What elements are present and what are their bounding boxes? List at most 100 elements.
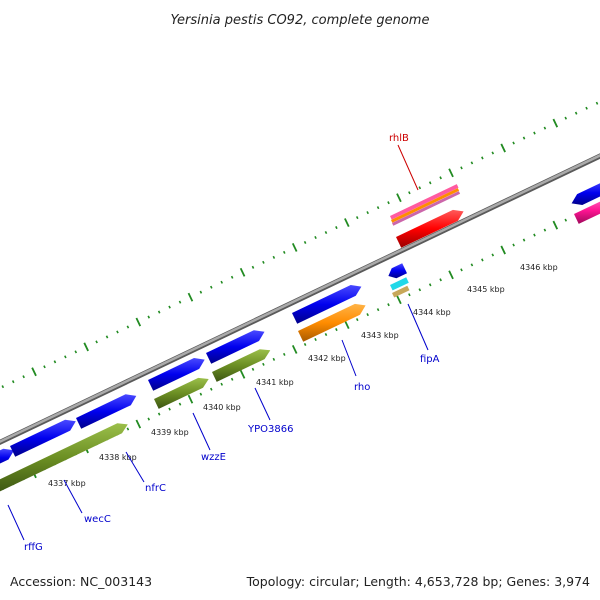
inner-tick <box>324 333 328 337</box>
outer-tick <box>533 131 536 135</box>
inner-tick <box>428 283 432 287</box>
gene-wecC-arrow <box>10 419 76 457</box>
outer-tick <box>220 280 224 284</box>
inner-tick <box>220 382 224 386</box>
gene-marker-tan <box>392 285 410 298</box>
leader-wzzE <box>192 412 211 451</box>
outer-tick-ring <box>1 101 599 389</box>
outer-tick <box>522 136 526 140</box>
outer-tick <box>585 106 588 110</box>
outer-tick <box>105 335 109 339</box>
tick-label-4345: 4345 kbp <box>467 285 505 294</box>
inner-tick <box>272 357 276 361</box>
outer-tick <box>376 206 380 210</box>
backbone-highlight <box>0 154 600 444</box>
gene-marker-cyan <box>390 277 409 291</box>
gene-rhlB-violet-band <box>392 191 461 226</box>
outer-tick <box>552 118 559 128</box>
outer-tick <box>74 350 78 354</box>
gene-green-right <box>212 349 271 382</box>
outer-tick <box>418 186 422 190</box>
inner-tick <box>344 320 350 330</box>
outer-tick <box>262 260 265 264</box>
inner-tick <box>303 342 307 346</box>
inner-tick <box>291 344 298 354</box>
gene-features <box>0 183 600 492</box>
outer-tick <box>135 317 142 327</box>
outer-tick <box>387 201 390 205</box>
inner-tick <box>239 369 246 379</box>
gene-YPO3866-arrow <box>206 330 265 364</box>
outer-tick <box>470 161 474 165</box>
outer-tick <box>178 300 182 304</box>
inner-tick <box>448 270 454 280</box>
outer-tick <box>31 367 37 377</box>
tick-label-4338: 4338 kbp <box>99 453 137 462</box>
inner-tick <box>147 417 151 421</box>
outer-tick <box>282 250 286 254</box>
tick-label-4340: 4340 kbp <box>203 403 241 412</box>
inner-tick <box>262 362 265 366</box>
kbp-scale: 4337 kbp 4338 kbp 4339 kbp 4340 kbp 4341… <box>48 263 558 488</box>
gene-green-long <box>0 423 128 492</box>
gene-rhlB-pink-band <box>390 184 459 220</box>
inner-tick <box>439 278 442 282</box>
outer-tick <box>408 191 411 195</box>
outer-tick <box>157 310 161 314</box>
inner-tick <box>199 392 203 396</box>
tick-label-4337: 4337 kbp <box>48 479 86 488</box>
outer-tick <box>355 216 359 220</box>
outer-tick <box>574 111 578 115</box>
gene-rhlB-arrow <box>396 209 464 248</box>
gene-label-wecC: wecC <box>84 514 111 525</box>
tick-label-4342: 4342 kbp <box>308 354 346 363</box>
tick-label-4341: 4341 kbp <box>256 378 294 387</box>
outer-tick <box>512 141 515 145</box>
inner-tick <box>491 253 495 257</box>
inner-tick <box>314 337 317 342</box>
inner-tick <box>543 228 547 232</box>
inner-tick <box>168 407 171 411</box>
outer-tick <box>481 156 484 160</box>
outer-tick <box>324 231 328 235</box>
outer-tick <box>439 176 442 180</box>
gene-rffG-arrow <box>0 448 15 464</box>
gene-rho-orange <box>298 303 366 342</box>
leader-rhlB <box>397 144 419 191</box>
leader-YPO3866 <box>254 387 271 421</box>
outer-tick <box>230 275 234 279</box>
leader-fipA <box>407 303 429 351</box>
inner-tick <box>460 268 463 272</box>
outer-tick <box>116 330 119 334</box>
inner-tick <box>533 233 536 237</box>
tick-label-4343: 4343 kbp <box>361 331 399 340</box>
inner-tick <box>481 258 484 262</box>
outer-tick <box>335 226 338 230</box>
inner-tick <box>335 328 338 332</box>
outer-tick <box>272 255 276 259</box>
leader-wecC <box>63 479 83 514</box>
inner-tick <box>376 308 380 312</box>
tick-label-4339: 4339 kbp <box>151 428 189 437</box>
gene-label-leaders <box>7 144 429 541</box>
gene-wzzE-arrow <box>148 358 205 391</box>
outer-tick <box>595 101 599 105</box>
gene-rho-arrow <box>292 285 362 324</box>
tick-label-4346: 4346 kbp <box>520 263 558 272</box>
inner-tick <box>387 303 390 307</box>
inner-tick <box>564 218 568 222</box>
inner-tick <box>396 295 402 305</box>
inner-tick <box>251 367 255 371</box>
outer-tick <box>428 181 432 185</box>
outer-tick <box>126 325 130 329</box>
outer-tick <box>460 166 463 170</box>
leader-rffG <box>7 504 25 541</box>
inner-tick <box>552 220 559 230</box>
gene-label-wzzE: wzzE <box>201 452 226 463</box>
inner-tick <box>500 245 506 255</box>
outer-tick <box>291 242 298 252</box>
gene-label-YPO3866: YPO3866 <box>247 424 293 435</box>
leader-nfrC <box>125 451 145 483</box>
